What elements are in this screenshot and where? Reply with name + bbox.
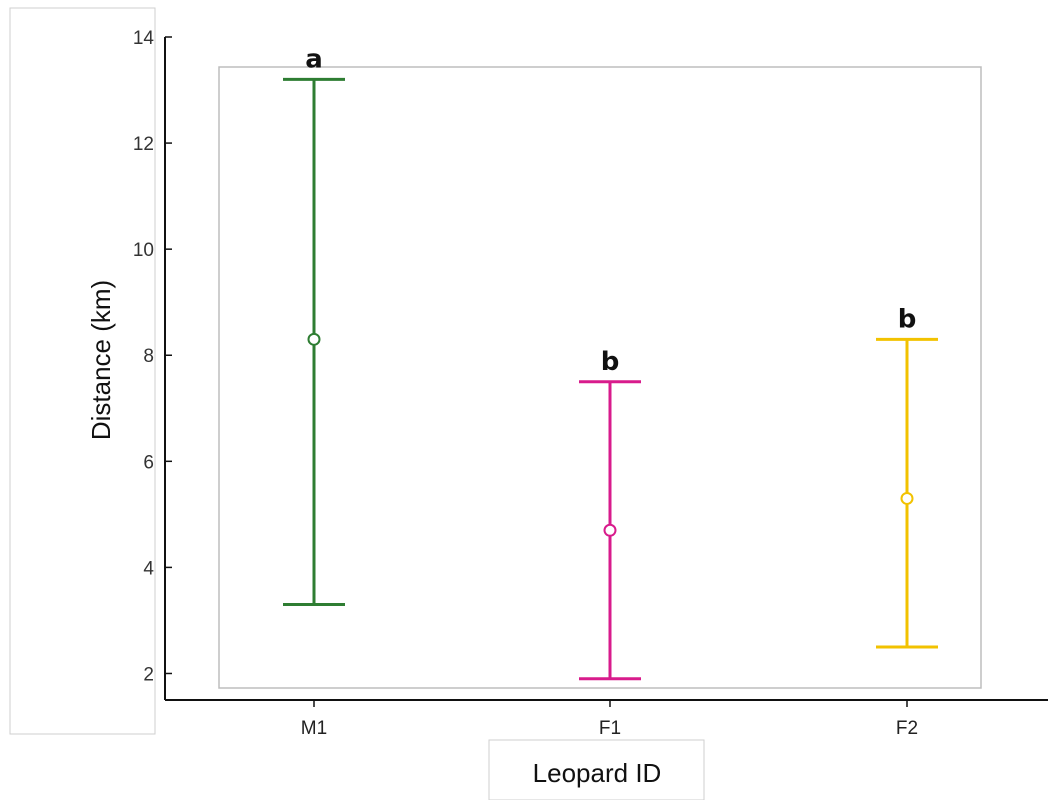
y-axis-title: Distance (km) xyxy=(86,280,116,440)
error-bar-f1: b xyxy=(579,347,641,681)
x-tick-label: F1 xyxy=(599,718,621,739)
y-ticks: 2 4 6 8 10 12 14 xyxy=(133,28,172,685)
error-bars: a b b xyxy=(283,44,938,681)
x-tick-label: M1 xyxy=(301,718,327,739)
x-ticks: M1 F1 F2 xyxy=(301,700,918,739)
mean-marker xyxy=(900,491,914,505)
y-tick-label: 8 xyxy=(143,346,154,367)
left-label-panel xyxy=(9,7,156,735)
y-tick-label: 14 xyxy=(133,28,155,49)
x-axis-title: Leopard ID xyxy=(533,758,662,788)
xlabel-panel xyxy=(488,739,705,800)
y-tick-label: 10 xyxy=(133,240,154,261)
plot-area-frame xyxy=(218,66,982,689)
mean-marker xyxy=(603,523,617,537)
significance-letter: a xyxy=(305,44,323,74)
mean-marker xyxy=(307,332,321,346)
error-bar-f2: b xyxy=(876,304,938,649)
x-tick-label: F2 xyxy=(896,718,918,739)
y-tick-label: 6 xyxy=(143,452,154,473)
significance-letter: b xyxy=(898,304,917,334)
y-tick-label: 2 xyxy=(143,664,154,685)
y-tick-label: 4 xyxy=(143,558,154,579)
y-tick-label: 12 xyxy=(133,134,154,155)
significance-letter: b xyxy=(601,347,620,377)
error-bar-m1: a xyxy=(283,44,345,607)
